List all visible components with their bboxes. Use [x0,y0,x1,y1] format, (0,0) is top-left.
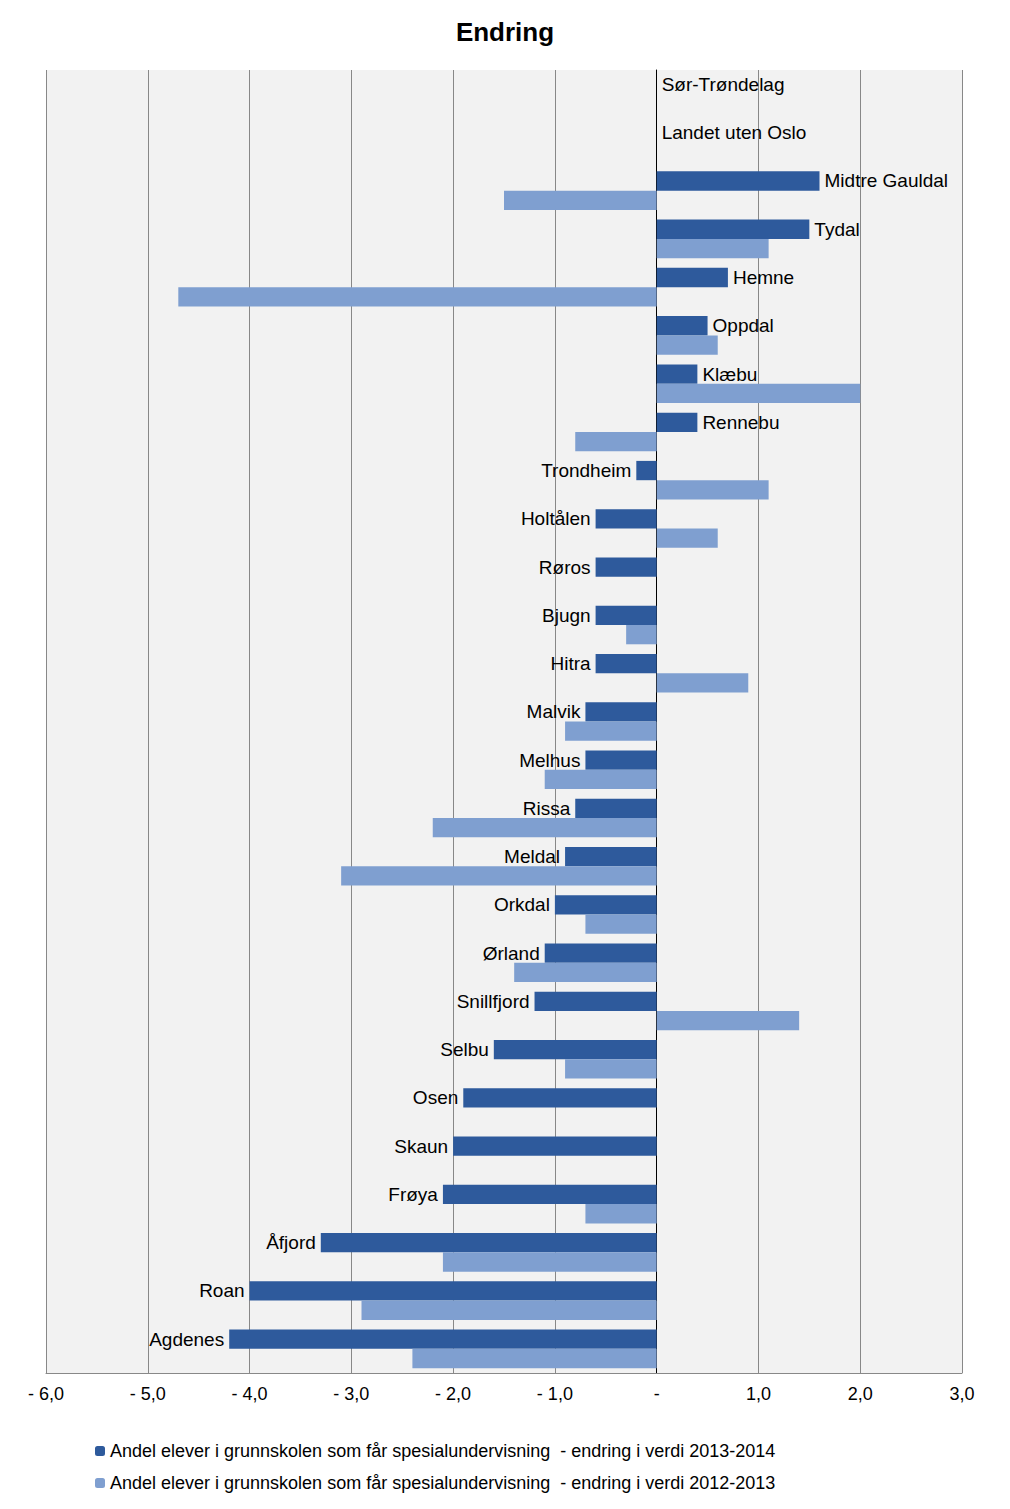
svg-text:Ørland: Ørland [483,943,540,964]
svg-text:- 2,0: - 2,0 [435,1384,471,1404]
svg-text:-: - [654,1384,660,1404]
svg-text:Oppdal: Oppdal [713,315,774,336]
svg-text:- 1,0: - 1,0 [537,1384,573,1404]
svg-text:Selbu: Selbu [440,1039,489,1060]
svg-text:- 4,0: - 4,0 [232,1384,268,1404]
svg-text:Frøya: Frøya [388,1184,438,1205]
svg-text:Skaun: Skaun [394,1136,448,1157]
svg-text:Orkdal: Orkdal [494,894,550,915]
svg-text:Snillfjord: Snillfjord [457,991,530,1012]
svg-text:Holtålen: Holtålen [521,508,591,529]
svg-text:Roan: Roan [199,1280,244,1301]
svg-text:Andel elever i grunnskolen som: Andel elever i grunnskolen som får spesi… [110,1473,775,1493]
svg-text:Klæbu: Klæbu [702,364,757,385]
svg-text:Endring: Endring [456,17,554,47]
svg-text:3,0: 3,0 [949,1384,974,1404]
svg-text:Hitra: Hitra [550,653,591,674]
svg-text:Sør-Trøndelag: Sør-Trøndelag [662,74,785,95]
svg-text:Midtre Gauldal: Midtre Gauldal [825,170,949,191]
svg-text:Osen: Osen [413,1087,458,1108]
svg-text:Røros: Røros [539,557,591,578]
svg-text:- 5,0: - 5,0 [130,1384,166,1404]
svg-text:Bjugn: Bjugn [542,605,591,626]
svg-text:Agdenes: Agdenes [149,1329,224,1350]
svg-text:Landet uten Oslo: Landet uten Oslo [662,122,807,143]
svg-text:Malvik: Malvik [527,701,581,722]
svg-text:Melhus: Melhus [519,750,580,771]
svg-text:Andel elever i grunnskolen som: Andel elever i grunnskolen som får spesi… [110,1441,775,1461]
svg-text:2,0: 2,0 [848,1384,873,1404]
svg-text:- 3,0: - 3,0 [333,1384,369,1404]
svg-text:Tydal: Tydal [814,219,859,240]
svg-text:Meldal: Meldal [504,846,560,867]
svg-text:Hemne: Hemne [733,267,794,288]
svg-text:1,0: 1,0 [746,1384,771,1404]
svg-text:Rissa: Rissa [523,798,571,819]
svg-text:Åfjord: Åfjord [266,1232,316,1253]
svg-text:- 6,0: - 6,0 [28,1384,64,1404]
svg-text:Trondheim: Trondheim [541,460,631,481]
svg-text:Rennebu: Rennebu [702,412,779,433]
